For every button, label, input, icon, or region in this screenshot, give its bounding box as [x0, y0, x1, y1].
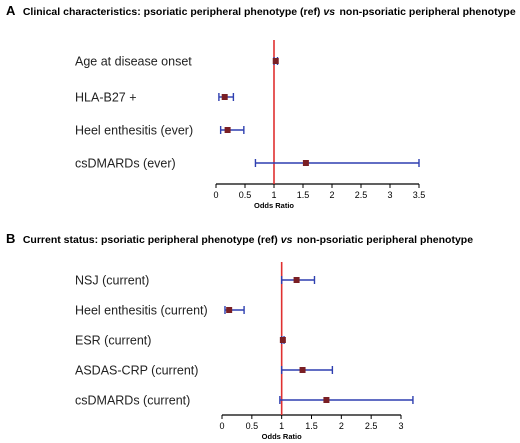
panel-b-tick-label: 0.5 — [246, 421, 259, 431]
panel-a-row-label: HLA-B27 + — [75, 91, 137, 105]
panel-b-point-estimate — [226, 307, 233, 313]
panel-b-row-label: ASDAS-CRP (current) — [75, 364, 198, 378]
panel-a-title-vs: vs — [323, 6, 335, 18]
panel-b-point-estimate — [293, 277, 300, 283]
panel-a-title-suffix: non-psoriatic peripheral phenotype — [340, 6, 516, 18]
panel-a-point-estimate — [224, 127, 231, 133]
panel-b-row-label: csDMARDs (current) — [75, 394, 190, 408]
panel-b-tick-label: 1 — [279, 421, 284, 431]
panel-a-tick-label: 0 — [213, 190, 218, 200]
panel-b-point-estimate — [279, 337, 286, 343]
panel-b-point-estimate — [299, 367, 306, 373]
panel-b-title-vs: vs — [281, 234, 293, 246]
panel-a-letter: A — [6, 3, 16, 18]
panel-a-title-prefix: Clinical characteristics: psoriatic peri… — [23, 6, 324, 18]
panel-a-row-label: Heel enthesitis (ever) — [75, 124, 193, 138]
panel-a-title: A Clinical characteristics: psoriatic pe… — [6, 2, 516, 19]
panel-a-tick-label: 3 — [387, 190, 392, 200]
panel-b-tick-label: 2.5 — [365, 421, 378, 431]
panel-b-tick-label: 1.5 — [305, 421, 318, 431]
panel-b-row-label: ESR (current) — [75, 334, 151, 348]
panel-b-title: B Current status: psoriatic peripheral p… — [6, 230, 473, 247]
panel-b-title-prefix: Current status: psoriatic peripheral phe… — [23, 234, 281, 246]
panel-b-title-suffix: non-psoriatic peripheral phenotype — [297, 234, 473, 246]
panel-a-tick-label: 2.5 — [355, 190, 368, 200]
panel-b-letter: B — [6, 231, 15, 246]
panel-b-axis-title: Odds Ratio — [262, 432, 302, 441]
panel-a-tick-label: 3.5 — [413, 190, 426, 200]
panel-a-row-label: Age at disease onset — [75, 55, 192, 69]
panel-b-tick-label: 0 — [219, 421, 224, 431]
panel-a-row-label: csDMARDs (ever) — [75, 157, 176, 171]
panel-b-forest-plot: 0 0.5 1 1.5 2 2.5 3 Odds Ratio NSJ (current) Heel… — [75, 262, 414, 441]
panel-a-tick-label: 1 — [271, 190, 276, 200]
panel-a-tick-label: 0.5 — [239, 190, 252, 200]
panel-b-row-label: NSJ (current) — [75, 274, 149, 288]
panel-a-point-estimate — [302, 160, 309, 166]
panel-a-axis-title: Odds Ratio — [254, 201, 294, 210]
panel-a-tick-label: 1.5 — [297, 190, 310, 200]
panel-b-tick-label: 2 — [339, 421, 344, 431]
panel-a-point-estimate — [221, 94, 228, 100]
panel-a-point-estimate — [272, 58, 279, 64]
panel-b-tick-label: 3 — [398, 421, 403, 431]
panel-b-row-label: Heel enthesitis (current) — [75, 304, 208, 318]
panel-a-forest-plot: 0 0.5 1 1.5 2 2.5 3 3.5 Odds Ratio Age at disease… — [75, 40, 425, 210]
panel-b-point-estimate — [323, 397, 330, 403]
panel-a-tick-label: 2 — [329, 190, 334, 200]
